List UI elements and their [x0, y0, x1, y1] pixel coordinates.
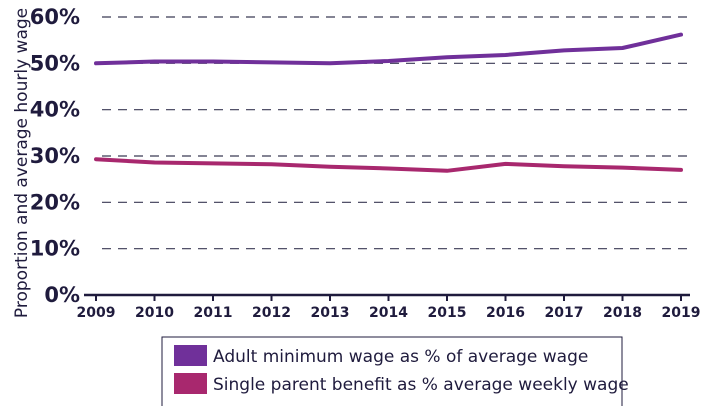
series-line-2	[94, 157, 683, 173]
y-tick-label: 10%	[30, 237, 80, 261]
x-tick-label: 2019	[662, 305, 701, 321]
y-tick-label: 50%	[30, 51, 80, 75]
y-tick-label: 40%	[30, 98, 80, 122]
x-tick-label: 2010	[135, 305, 174, 321]
x-axis-ticks: 2009 2010 2011 2012 2013 2014 2015 2016 2017 2018…	[77, 295, 701, 321]
x-tick-label: 2018	[603, 305, 642, 321]
y-tick-label: 30%	[30, 144, 80, 168]
series-line-1	[94, 32, 683, 66]
x-tick-label: 2011	[194, 305, 233, 321]
x-tick-label: 2017	[545, 305, 584, 321]
x-tick-label: 2009	[77, 305, 116, 321]
x-tick-label: 2016	[486, 305, 525, 321]
legend-swatch-2	[174, 373, 207, 394]
x-tick-label: 2013	[311, 305, 350, 321]
y-axis-label: Proportion and average hourly wage	[12, 8, 32, 318]
x-tick-label: 2014	[369, 305, 408, 321]
x-tick-label: 2012	[252, 305, 291, 321]
gridlines	[102, 16, 688, 250]
legend-label-2: Single parent benefit as % average weekl…	[213, 375, 629, 395]
x-tick-label: 2015	[428, 305, 467, 321]
y-tick-label: 20%	[30, 190, 80, 214]
legend-label-1: Adult minimum wage as % of average wage	[213, 347, 588, 367]
legend-box	[161, 336, 623, 406]
y-axis-ticks: 0% 10% 20% 30% 40% 50% 60%	[30, 5, 80, 307]
series-lines	[94, 32, 683, 173]
legend: Adult minimum wage as % of average wage S…	[161, 336, 629, 406]
y-tick-label: 60%	[30, 5, 80, 29]
legend-swatch-1	[174, 345, 207, 366]
y-tick-label: 0%	[44, 283, 80, 307]
